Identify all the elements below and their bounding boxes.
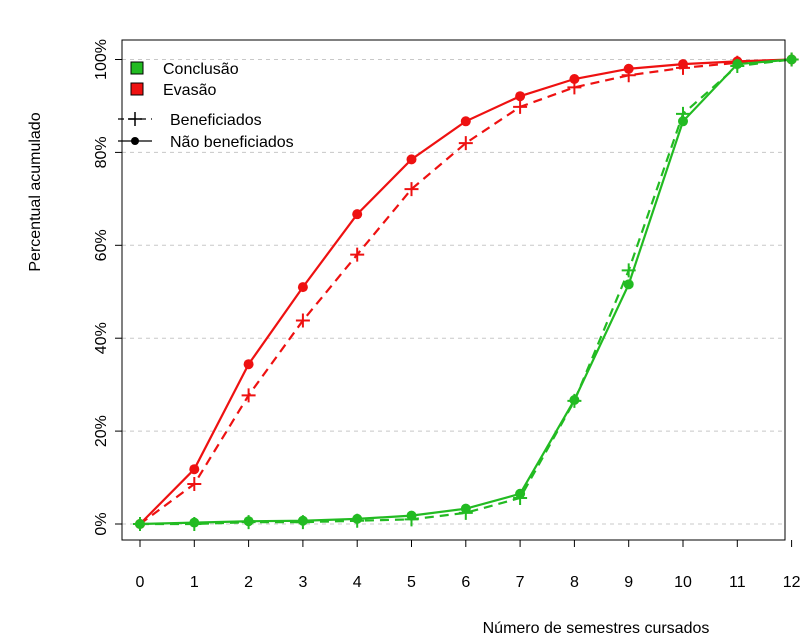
data-point: [295, 313, 310, 328]
x-tick-label: 0: [136, 574, 145, 591]
x-tick-label: 8: [570, 574, 579, 591]
data-point: [623, 279, 634, 290]
x-tick-label: 4: [353, 574, 362, 591]
x-tick-label: 11: [729, 574, 746, 591]
data-point: [295, 515, 310, 530]
legend-marker: [128, 112, 142, 126]
legend-label: Beneficiados: [170, 112, 262, 129]
data-point: [133, 517, 147, 531]
y-tick-label: 20%: [93, 415, 110, 447]
data-point: [567, 80, 582, 95]
data-point: [567, 393, 582, 408]
legend-label: Não beneficiados: [170, 134, 294, 151]
x-axis: 0 1 2 3 4 5 6 7 8 9 10 11 12: [136, 540, 801, 591]
data-point: [513, 490, 528, 505]
data-point: [187, 477, 202, 492]
x-axis-label: Número de semestres cursados: [483, 620, 710, 637]
data-point: [406, 154, 417, 165]
data-point: [458, 505, 473, 520]
x-tick-label: 7: [516, 574, 525, 591]
series-group: [133, 52, 799, 531]
y-tick-label: 0%: [93, 512, 110, 535]
x-tick-label: 9: [624, 574, 633, 591]
y-tick-label: 80%: [93, 136, 110, 168]
data-point: [187, 517, 202, 531]
legend-swatch: [130, 61, 144, 75]
data-point: [460, 116, 471, 127]
x-tick-label: 12: [783, 574, 801, 591]
data-point: [458, 136, 473, 151]
legend-label: Conclusão: [163, 61, 239, 78]
data-point: [569, 74, 580, 85]
y-axis-label: Percentual acumulado: [27, 112, 44, 271]
y-tick-label: 100%: [93, 39, 110, 80]
series-line: [139, 58, 792, 525]
plot-frame: [121, 39, 786, 541]
data-point: [404, 182, 419, 197]
data-point: [621, 263, 636, 278]
grid-lines: [122, 59, 785, 525]
data-point: [513, 99, 528, 114]
data-point: [189, 464, 200, 475]
legend: Conclusão Evasão Beneficiados Não beneficia…: [118, 61, 294, 151]
legend-swatch: [130, 82, 144, 96]
y-tick-label: 60%: [93, 229, 110, 261]
legend-label: Evasão: [163, 82, 216, 99]
data-point: [350, 513, 365, 528]
data-point: [515, 91, 526, 102]
data-point: [404, 512, 419, 527]
legend-marker: [131, 137, 139, 145]
series-line: [139, 58, 792, 526]
data-point: [352, 209, 363, 220]
y-axis: 0% 20% 40% 60% 80% 100%: [93, 39, 122, 536]
data-point: [676, 60, 690, 75]
x-tick-label: 10: [674, 574, 692, 591]
x-tick-label: 3: [298, 574, 307, 591]
x-tick-label: 6: [461, 574, 470, 591]
data-point: [297, 282, 308, 293]
series-conclus-o-beneficiados: [133, 52, 799, 531]
x-tick-label: 2: [244, 574, 253, 591]
data-point: [676, 106, 690, 121]
data-point: [241, 388, 256, 403]
data-point: [621, 68, 636, 83]
data-point: [243, 359, 254, 370]
series-line: [139, 58, 792, 525]
series-line: [140, 58, 792, 526]
data-point: [241, 515, 256, 530]
data-point: [784, 52, 799, 67]
data-point: [730, 59, 745, 74]
y-tick-label: 40%: [93, 322, 110, 354]
x-tick-label: 5: [407, 574, 416, 591]
data-point: [350, 247, 365, 262]
x-tick-label: 1: [190, 574, 199, 591]
